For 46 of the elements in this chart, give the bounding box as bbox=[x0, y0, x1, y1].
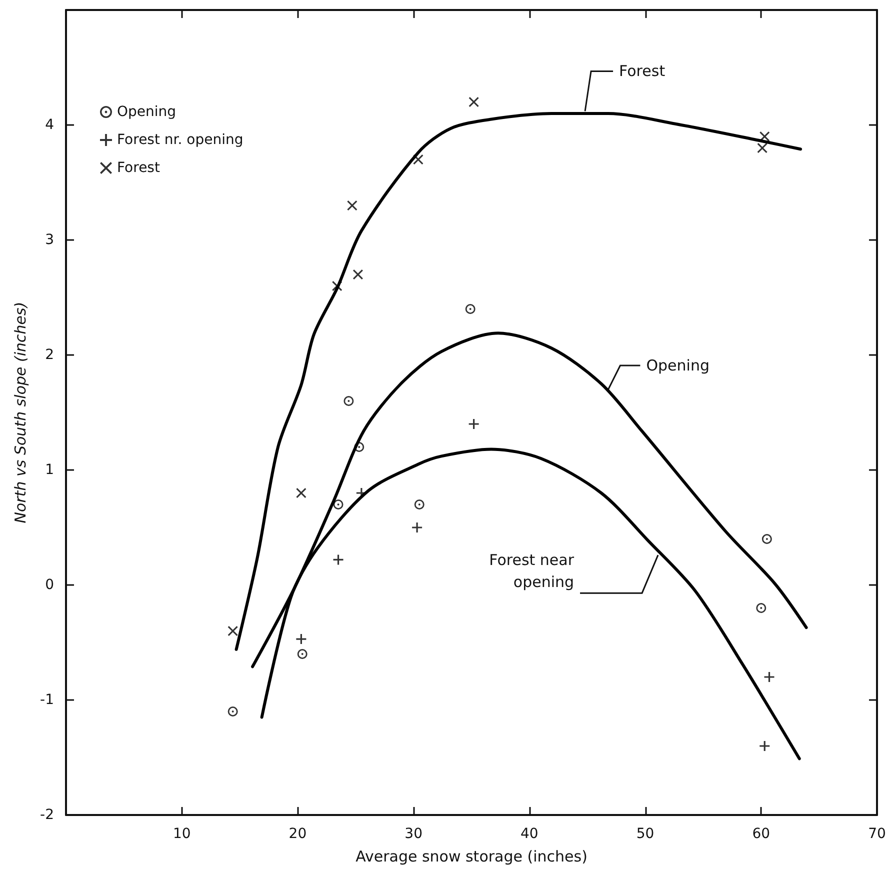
y-tick-label: -2 bbox=[40, 807, 54, 823]
annotation: Forest near opening bbox=[489, 551, 575, 592]
y-tick-label: 1 bbox=[45, 462, 54, 478]
point bbox=[296, 634, 306, 644]
point bbox=[764, 672, 774, 682]
point bbox=[333, 500, 344, 510]
x-tick-label: 70 bbox=[868, 826, 886, 842]
x-tick-label: 30 bbox=[404, 826, 422, 842]
point bbox=[762, 534, 772, 544]
point bbox=[352, 270, 363, 280]
y-tick-label: 4 bbox=[45, 117, 54, 133]
legend-label: Forest nr. opening bbox=[117, 132, 244, 148]
x-tick-label: 40 bbox=[520, 826, 538, 842]
legend-label: Forest bbox=[117, 160, 160, 176]
point bbox=[344, 396, 354, 406]
annotation: Opening bbox=[646, 356, 710, 374]
x-tick-label: 20 bbox=[288, 826, 307, 842]
point bbox=[332, 281, 342, 291]
annotation: Forest bbox=[619, 62, 666, 80]
point bbox=[465, 304, 476, 314]
y-tick-label: 0 bbox=[45, 577, 54, 593]
point bbox=[333, 554, 344, 565]
x-tick-label: 60 bbox=[752, 826, 770, 842]
point bbox=[760, 132, 770, 142]
x-tick-label: 10 bbox=[172, 826, 191, 842]
point bbox=[756, 603, 766, 613]
point bbox=[414, 500, 424, 510]
x-axis-title: Average snow storage (inches) bbox=[356, 848, 588, 866]
y-tick-label: 2 bbox=[45, 347, 54, 363]
point bbox=[468, 97, 479, 107]
point bbox=[468, 419, 479, 429]
point bbox=[757, 143, 768, 153]
point bbox=[297, 649, 308, 659]
point bbox=[296, 488, 306, 498]
point bbox=[354, 442, 364, 452]
legend-label: Opening bbox=[117, 104, 176, 120]
x-tick-label: 50 bbox=[636, 826, 654, 842]
point bbox=[412, 522, 422, 532]
point bbox=[413, 154, 424, 164]
point bbox=[228, 706, 238, 716]
point bbox=[760, 741, 770, 751]
y-tick-label: 3 bbox=[45, 232, 54, 248]
point bbox=[347, 200, 358, 210]
y-tick-label: -1 bbox=[40, 692, 54, 708]
point bbox=[228, 626, 238, 636]
y-axis-title: North vs South slope (inches) bbox=[12, 302, 30, 524]
